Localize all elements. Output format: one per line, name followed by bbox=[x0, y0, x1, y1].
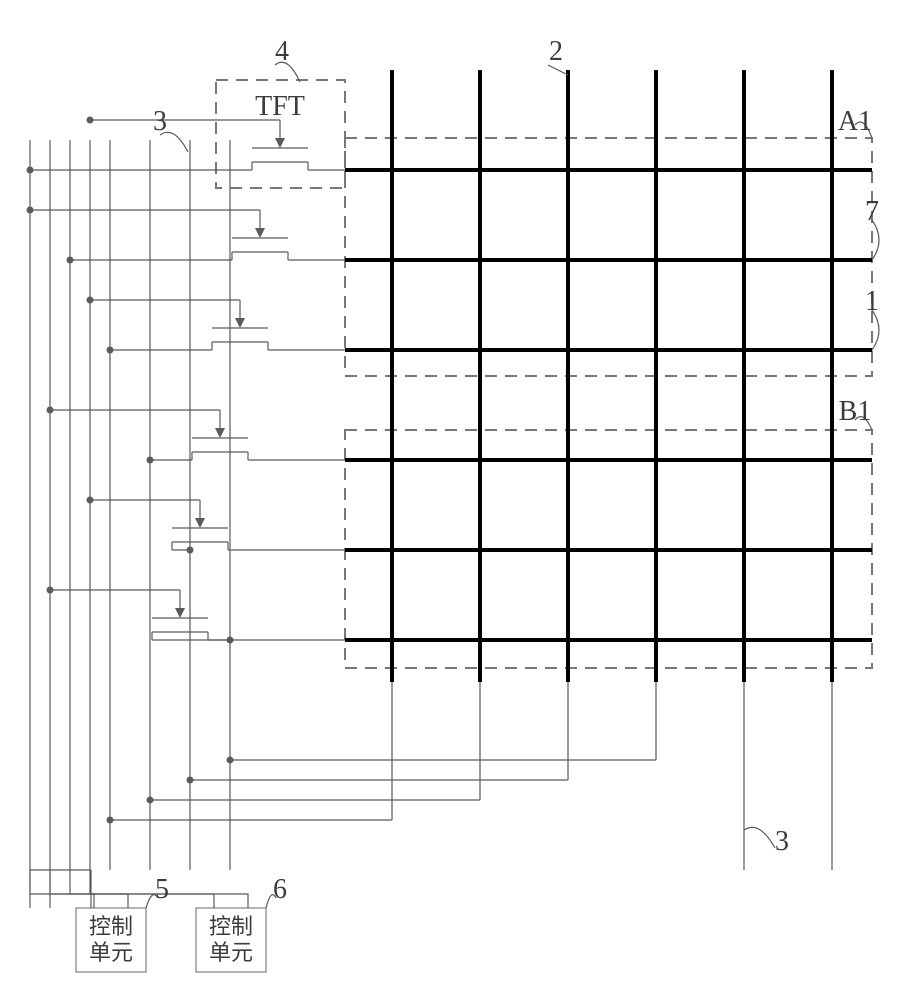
label-n4: 4 bbox=[275, 36, 289, 67]
label-n3a: 3 bbox=[153, 106, 167, 137]
label-B1: B1 bbox=[839, 396, 872, 427]
label-n1: 1 bbox=[865, 286, 879, 317]
label-n3b: 3 bbox=[775, 826, 789, 857]
label-n6: 6 bbox=[273, 874, 287, 905]
control-box-box5-line1: 控制 bbox=[89, 914, 133, 939]
label-n2: 2 bbox=[549, 36, 563, 67]
tft-array bbox=[27, 117, 346, 644]
label-TFT: TFT bbox=[255, 91, 305, 122]
tft-arrow bbox=[275, 138, 285, 148]
label-n5: 5 bbox=[155, 874, 169, 905]
tft-arrow bbox=[215, 428, 225, 438]
labels: 2 4 3 TFT A1 7 1 B1 3 5 6 bbox=[146, 36, 879, 908]
area-A1 bbox=[345, 138, 872, 376]
circuit-diagram: 控制单元控制单元243TFTA171B1356 bbox=[0, 0, 905, 1000]
label-n7: 7 bbox=[865, 196, 879, 227]
control-box-box6-line1: 控制 bbox=[209, 914, 253, 939]
tft-arrow bbox=[195, 518, 205, 528]
tft-arrow bbox=[255, 228, 265, 238]
control-box-box6-line2: 单元 bbox=[209, 940, 253, 965]
control-units: 控制单元控制单元 bbox=[30, 870, 266, 972]
label-A1: A1 bbox=[838, 106, 872, 137]
bottom-routing bbox=[107, 682, 833, 870]
tft-arrow bbox=[235, 318, 245, 328]
leader-n3b bbox=[744, 827, 775, 848]
tft-arrow bbox=[175, 608, 185, 618]
control-box-box5-line2: 单元 bbox=[89, 940, 133, 965]
